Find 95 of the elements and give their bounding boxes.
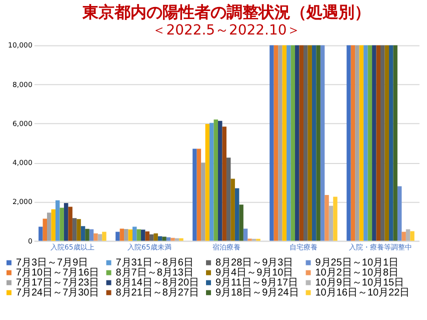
bar <box>179 238 184 241</box>
bar <box>376 45 381 241</box>
bar <box>128 229 133 241</box>
bar <box>116 232 120 241</box>
bar <box>243 228 248 241</box>
legend-label: 7月24日～7月30日 <box>16 288 100 299</box>
bar <box>234 188 240 241</box>
bar <box>402 232 406 241</box>
legend-label: 9月11日～9月17日 <box>215 278 298 289</box>
bar <box>85 228 90 241</box>
bar <box>350 45 356 241</box>
legend-label: 9月4日～9月10日 <box>215 268 294 279</box>
bar <box>410 231 414 241</box>
bar <box>286 45 291 241</box>
bar <box>397 186 402 241</box>
bar <box>230 178 235 241</box>
bar <box>64 203 68 241</box>
bar <box>38 226 43 241</box>
bar <box>154 233 158 241</box>
bar <box>226 158 231 241</box>
bar <box>158 236 162 241</box>
bar <box>68 206 72 241</box>
bar <box>274 45 278 241</box>
bar <box>196 148 202 241</box>
bar <box>120 228 124 241</box>
bar <box>145 231 150 241</box>
legend-label: 10月16日～10月22日 <box>315 288 410 299</box>
bar <box>364 45 368 241</box>
bar <box>166 237 171 241</box>
bar <box>406 229 410 241</box>
bar <box>162 236 166 241</box>
bar <box>393 45 398 241</box>
bar <box>80 226 86 241</box>
bar <box>308 45 312 241</box>
legend-label: 8月14日～8月20日 <box>116 278 199 289</box>
bar <box>372 45 376 241</box>
bar <box>170 238 175 241</box>
bar <box>270 45 274 241</box>
bar <box>282 45 287 241</box>
bar <box>346 45 351 241</box>
legend-label: 7月3日～7月9日 <box>16 258 88 269</box>
bar <box>60 208 64 241</box>
bar <box>42 218 48 241</box>
bar <box>55 200 60 241</box>
bar <box>380 45 385 241</box>
bar <box>205 124 210 241</box>
legend-label: 9月25日～10月1日 <box>315 258 399 269</box>
bar <box>136 229 141 241</box>
bar <box>333 196 338 241</box>
chart-subtitle: ＜2022.5～2022.10＞ <box>152 22 301 38</box>
legend-label: 8月28日～9月3日 <box>215 258 294 269</box>
bar <box>328 206 334 241</box>
bar <box>149 234 154 241</box>
legend-label: 10月2日～10月8日 <box>315 268 399 279</box>
bar <box>210 122 214 241</box>
legend-label: 9月18日～9月24日 <box>215 288 299 299</box>
legend-label: 7月17日～7月23日 <box>16 278 100 289</box>
bar <box>124 229 128 241</box>
legend-label: 8月7日～8月13日 <box>116 268 194 279</box>
bar <box>51 209 56 241</box>
bar <box>222 126 226 241</box>
bar <box>132 226 137 241</box>
bar <box>47 212 52 241</box>
bar <box>316 45 320 241</box>
bar <box>320 45 325 241</box>
bar <box>324 195 329 241</box>
bar <box>295 45 300 241</box>
bar <box>201 162 206 241</box>
chart-title: 東京都内の陽性者の調整状況（処遇別） <box>81 2 370 22</box>
bar <box>355 45 360 241</box>
legend-label: 10月9日～10月15日 <box>315 278 404 289</box>
bar <box>388 45 394 241</box>
bar <box>94 233 98 241</box>
bar <box>239 204 244 241</box>
legend-label: 7月10日～7月16日 <box>16 268 100 279</box>
bar <box>299 45 304 241</box>
bar <box>76 219 81 241</box>
bar <box>312 45 316 241</box>
bar <box>303 45 308 241</box>
legend-label: 8月21日～8月27日 <box>116 288 199 299</box>
bar <box>72 218 77 241</box>
bar <box>174 238 180 241</box>
bar <box>290 45 296 241</box>
bar <box>384 45 389 241</box>
bar <box>218 120 222 241</box>
bar <box>102 232 106 241</box>
bar <box>89 229 94 241</box>
bar <box>140 230 146 241</box>
bar <box>192 148 197 241</box>
bar <box>278 45 282 241</box>
bar <box>214 120 218 241</box>
bar <box>98 234 102 241</box>
bar <box>359 45 364 241</box>
bar <box>368 45 372 241</box>
legend-label: 7月31日～8月6日 <box>116 258 194 269</box>
